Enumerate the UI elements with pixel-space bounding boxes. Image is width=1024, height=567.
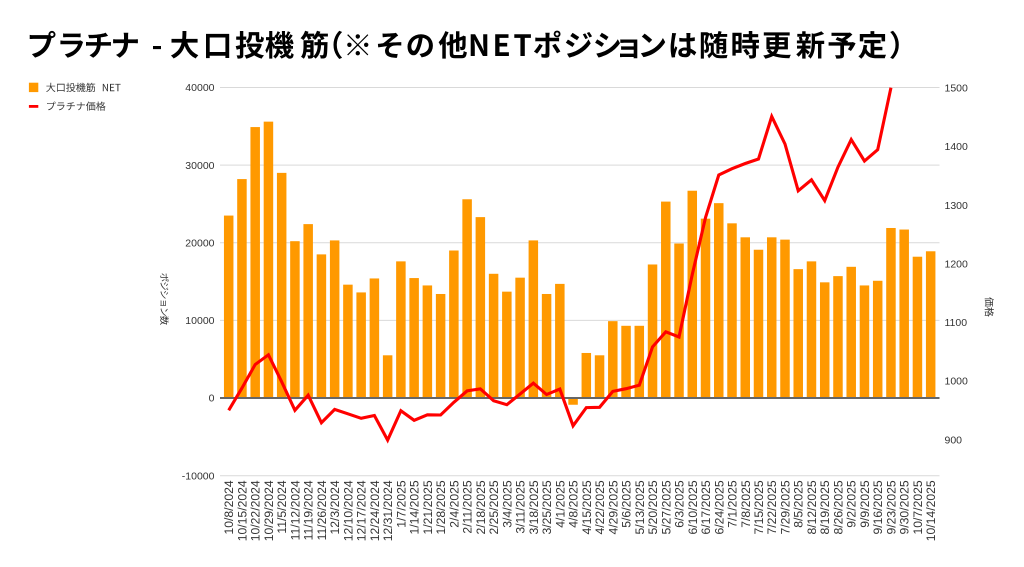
svg-text:12/3/2024: 12/3/2024	[328, 480, 342, 534]
svg-text:7/29/2025: 7/29/2025	[778, 480, 792, 534]
svg-text:4/29/2025: 4/29/2025	[606, 480, 620, 534]
svg-text:10/29/2024: 10/29/2024	[262, 480, 276, 541]
svg-text:1/14/2025: 1/14/2025	[408, 480, 422, 534]
svg-text:1100: 1100	[945, 317, 968, 329]
svg-text:1/21/2025: 1/21/2025	[421, 480, 435, 534]
svg-text:20000: 20000	[185, 238, 214, 250]
svg-text:8/12/2025: 8/12/2025	[805, 480, 819, 534]
svg-text:8/26/2025: 8/26/2025	[831, 480, 845, 534]
svg-text:8/19/2025: 8/19/2025	[818, 480, 832, 534]
svg-text:8/5/2025: 8/5/2025	[792, 480, 806, 528]
svg-text:2/11/2025: 2/11/2025	[461, 480, 475, 534]
svg-text:7/8/2025: 7/8/2025	[739, 480, 753, 528]
svg-text:30000: 30000	[185, 160, 214, 172]
svg-text:12/24/2024: 12/24/2024	[368, 480, 382, 541]
svg-text:10/22/2024: 10/22/2024	[249, 480, 263, 541]
svg-text:12/31/2024: 12/31/2024	[381, 480, 395, 541]
svg-text:10/15/2024: 10/15/2024	[235, 480, 249, 541]
svg-text:7/22/2025: 7/22/2025	[765, 480, 779, 534]
svg-text:1500: 1500	[945, 83, 969, 95]
svg-text:10/8/2024: 10/8/2024	[222, 480, 236, 534]
svg-text:7/15/2025: 7/15/2025	[752, 480, 766, 534]
svg-text:1300: 1300	[945, 200, 969, 212]
svg-text:3/25/2025: 3/25/2025	[540, 480, 554, 534]
svg-text:5/6/2025: 5/6/2025	[620, 480, 634, 528]
svg-text:5/27/2025: 5/27/2025	[659, 480, 673, 534]
svg-text:1/28/2025: 1/28/2025	[434, 480, 448, 534]
svg-text:10/14/2025: 10/14/2025	[924, 480, 938, 541]
svg-text:2/25/2025: 2/25/2025	[487, 480, 501, 534]
svg-text:10/7/2025: 10/7/2025	[911, 480, 925, 534]
svg-text:1400: 1400	[945, 141, 969, 153]
svg-text:2/18/2025: 2/18/2025	[474, 480, 488, 534]
svg-text:9/16/2025: 9/16/2025	[871, 480, 885, 534]
svg-text:6/10/2025: 6/10/2025	[686, 480, 700, 534]
svg-text:12/10/2024: 12/10/2024	[341, 480, 355, 541]
svg-text:4/22/2025: 4/22/2025	[593, 480, 607, 534]
svg-text:900: 900	[945, 434, 963, 446]
svg-text:11/12/2024: 11/12/2024	[288, 480, 302, 540]
svg-text:0: 0	[209, 393, 215, 405]
svg-text:3/11/2025: 3/11/2025	[514, 480, 528, 534]
svg-text:1000: 1000	[945, 376, 969, 388]
svg-text:10000: 10000	[185, 315, 214, 327]
svg-text:40000: 40000	[185, 82, 214, 94]
svg-text:3/4/2025: 3/4/2025	[500, 480, 514, 528]
svg-text:12/17/2024: 12/17/2024	[355, 480, 369, 541]
svg-text:7/1/2025: 7/1/2025	[726, 480, 740, 528]
svg-text:4/8/2025: 4/8/2025	[567, 480, 581, 528]
svg-text:9/2/2025: 9/2/2025	[845, 480, 859, 528]
svg-text:6/3/2025: 6/3/2025	[673, 480, 687, 528]
svg-text:9/9/2025: 9/9/2025	[858, 480, 872, 528]
svg-text:5/13/2025: 5/13/2025	[633, 480, 647, 534]
svg-text:11/19/2024: 11/19/2024	[302, 480, 316, 540]
svg-text:4/1/2025: 4/1/2025	[553, 480, 567, 528]
svg-text:-10000: -10000	[182, 470, 215, 482]
svg-text:9/23/2025: 9/23/2025	[884, 480, 898, 534]
svg-text:11/5/2024: 11/5/2024	[275, 480, 289, 534]
svg-text:5/20/2025: 5/20/2025	[646, 480, 660, 534]
svg-text:1200: 1200	[945, 258, 969, 270]
svg-text:9/30/2025: 9/30/2025	[898, 480, 912, 534]
svg-text:1/7/2025: 1/7/2025	[394, 480, 408, 528]
svg-text:4/15/2025: 4/15/2025	[580, 480, 594, 534]
svg-text:2/4/2025: 2/4/2025	[447, 480, 461, 528]
svg-text:6/24/2025: 6/24/2025	[712, 480, 726, 534]
svg-text:6/17/2025: 6/17/2025	[699, 480, 713, 534]
svg-text:3/18/2025: 3/18/2025	[527, 480, 541, 534]
svg-text:11/26/2024: 11/26/2024	[315, 480, 329, 540]
